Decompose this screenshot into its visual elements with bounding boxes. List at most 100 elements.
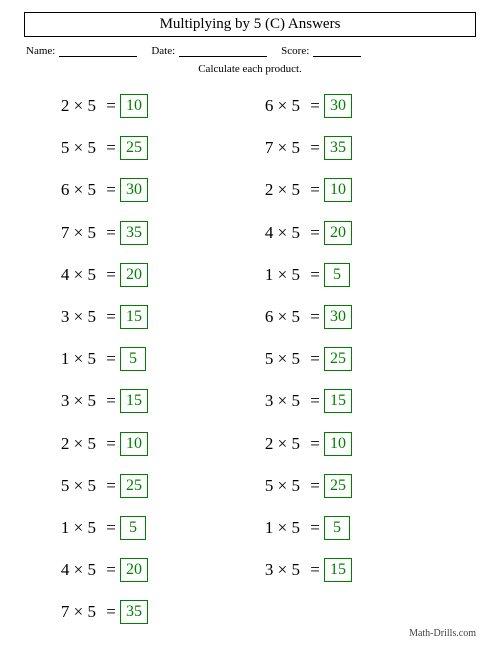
- answer-box: 15: [120, 305, 148, 329]
- equals-sign: =: [102, 223, 120, 243]
- page-title: Multiplying by 5 (C) Answers: [24, 12, 476, 37]
- problem-row: 4 × 5=20: [230, 212, 410, 254]
- equals-sign: =: [306, 560, 324, 580]
- problem-expression: 3 × 5: [26, 307, 102, 327]
- equals-sign: =: [102, 391, 120, 411]
- date-line: [179, 46, 267, 57]
- problem-row: 4 × 5=20: [26, 549, 206, 591]
- problem-expression: 6 × 5: [26, 180, 102, 200]
- equals-sign: =: [102, 560, 120, 580]
- problem-row: 6 × 5=30: [230, 296, 410, 338]
- problem-expression: 2 × 5: [230, 180, 306, 200]
- problem-row: 5 × 5=25: [26, 465, 206, 507]
- problem-row: 3 × 5=15: [26, 380, 206, 422]
- problem-row: 1 × 5=5: [230, 254, 410, 296]
- worksheet-page: Multiplying by 5 (C) Answers Name: Date:…: [0, 0, 500, 647]
- footer-text: Math-Drills.com: [409, 628, 476, 639]
- answer-box: 5: [120, 516, 146, 540]
- problem-expression: 1 × 5: [230, 265, 306, 285]
- answer-box: 30: [324, 305, 352, 329]
- answer-box: 25: [120, 136, 148, 160]
- problems-column-right: 6 × 5=307 × 5=352 × 5=104 × 5=201 × 5=56…: [230, 85, 410, 633]
- problem-expression: 6 × 5: [230, 307, 306, 327]
- equals-sign: =: [102, 180, 120, 200]
- problem-expression: 6 × 5: [230, 96, 306, 116]
- equals-sign: =: [306, 434, 324, 454]
- problem-expression: 7 × 5: [26, 223, 102, 243]
- problem-row: 2 × 5=10: [26, 85, 206, 127]
- equals-sign: =: [102, 434, 120, 454]
- equals-sign: =: [102, 138, 120, 158]
- answer-box: 35: [120, 600, 148, 624]
- problem-expression: 3 × 5: [230, 560, 306, 580]
- equals-sign: =: [306, 138, 324, 158]
- equals-sign: =: [306, 223, 324, 243]
- answer-box: 5: [120, 347, 146, 371]
- equals-sign: =: [102, 349, 120, 369]
- equals-sign: =: [306, 265, 324, 285]
- equals-sign: =: [102, 307, 120, 327]
- problem-row: 2 × 5=10: [230, 423, 410, 465]
- meta-name: Name:: [26, 45, 137, 57]
- problem-expression: 4 × 5: [230, 223, 306, 243]
- score-line: [313, 46, 361, 57]
- equals-sign: =: [306, 96, 324, 116]
- problem-row: 3 × 5=15: [230, 549, 410, 591]
- answer-box: 25: [324, 347, 352, 371]
- meta-row: Name: Date: Score:: [24, 45, 476, 57]
- problem-expression: 5 × 5: [26, 138, 102, 158]
- problem-expression: 1 × 5: [230, 518, 306, 538]
- answer-box: 20: [120, 263, 148, 287]
- answer-box: 30: [324, 94, 352, 118]
- meta-score: Score:: [281, 45, 361, 57]
- answer-box: 15: [324, 389, 352, 413]
- equals-sign: =: [102, 265, 120, 285]
- problem-expression: 4 × 5: [26, 265, 102, 285]
- equals-sign: =: [306, 518, 324, 538]
- problems-column-left: 2 × 5=105 × 5=256 × 5=307 × 5=354 × 5=20…: [26, 85, 206, 633]
- answer-box: 15: [324, 558, 352, 582]
- problem-expression: 2 × 5: [230, 434, 306, 454]
- meta-date: Date:: [151, 45, 267, 57]
- answer-box: 5: [324, 263, 350, 287]
- problem-row: 7 × 5=35: [26, 212, 206, 254]
- date-label: Date:: [151, 45, 175, 57]
- problem-expression: 3 × 5: [230, 391, 306, 411]
- equals-sign: =: [306, 391, 324, 411]
- problem-row: 4 × 5=20: [26, 254, 206, 296]
- equals-sign: =: [102, 602, 120, 622]
- answer-box: 20: [120, 558, 148, 582]
- answer-box: 35: [120, 221, 148, 245]
- problem-row: 3 × 5=15: [230, 380, 410, 422]
- answer-box: 10: [324, 178, 352, 202]
- problem-expression: 7 × 5: [230, 138, 306, 158]
- answer-box: 10: [324, 432, 352, 456]
- problem-row: 3 × 5=15: [26, 296, 206, 338]
- equals-sign: =: [306, 349, 324, 369]
- problems-area: 2 × 5=105 × 5=256 × 5=307 × 5=354 × 5=20…: [24, 85, 476, 633]
- problem-row: 6 × 5=30: [26, 169, 206, 211]
- equals-sign: =: [102, 96, 120, 116]
- score-label: Score:: [281, 45, 309, 57]
- answer-box: 20: [324, 221, 352, 245]
- equals-sign: =: [306, 307, 324, 327]
- problem-expression: 4 × 5: [26, 560, 102, 580]
- problem-expression: 2 × 5: [26, 434, 102, 454]
- problem-expression: 7 × 5: [26, 602, 102, 622]
- equals-sign: =: [306, 476, 324, 496]
- problem-row: 7 × 5=35: [26, 591, 206, 633]
- problem-expression: 1 × 5: [26, 518, 102, 538]
- problem-row: 7 × 5=35: [230, 127, 410, 169]
- answer-box: 30: [120, 178, 148, 202]
- name-label: Name:: [26, 45, 55, 57]
- problem-row: 1 × 5=5: [26, 338, 206, 380]
- problem-row: 6 × 5=30: [230, 85, 410, 127]
- problem-row: 1 × 5=5: [26, 507, 206, 549]
- equals-sign: =: [102, 518, 120, 538]
- answer-box: 25: [324, 474, 352, 498]
- problem-row: 2 × 5=10: [230, 169, 410, 211]
- problem-row: 1 × 5=5: [230, 507, 410, 549]
- answer-box: 25: [120, 474, 148, 498]
- answer-box: 15: [120, 389, 148, 413]
- problem-expression: 1 × 5: [26, 349, 102, 369]
